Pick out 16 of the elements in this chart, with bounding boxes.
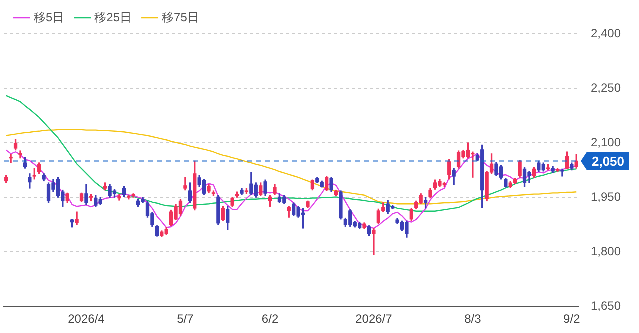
y-tick-label: 2,400 bbox=[590, 26, 622, 40]
y-tick-label: 1,800 bbox=[590, 244, 622, 258]
ref-line-label: 2,050 bbox=[592, 154, 625, 169]
y-tick-label: 2,100 bbox=[590, 135, 622, 150]
x-tick-label: 2026/7 bbox=[356, 312, 393, 326]
x-tick-label: 5/7 bbox=[177, 312, 194, 326]
x-tick-label: 6/2 bbox=[262, 312, 279, 326]
y-tick-label: 1,650 bbox=[590, 298, 622, 313]
x-tick-label: 9/2 bbox=[564, 312, 581, 326]
x-tick-label: 2026/4 bbox=[68, 312, 106, 326]
y-tick-label: 1,950 bbox=[590, 190, 622, 204]
legend-label: 移5日 bbox=[34, 10, 65, 24]
legend-label: 移75日 bbox=[162, 10, 200, 24]
x-tick-label: 8/3 bbox=[464, 312, 482, 326]
legend-label: 移25日 bbox=[94, 10, 132, 24]
y-tick-label: 2,250 bbox=[590, 80, 622, 95]
